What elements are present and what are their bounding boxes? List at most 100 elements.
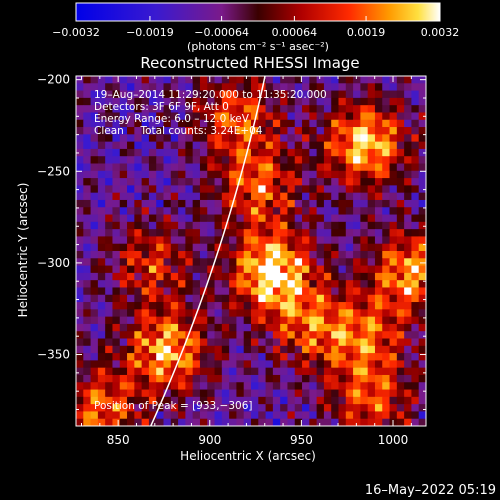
- heatmap-cell: [199, 170, 208, 179]
- heatmap-cell: [360, 374, 369, 383]
- heatmap-cell: [272, 214, 281, 223]
- heatmap-cell: [374, 360, 383, 369]
- heatmap-cell: [411, 134, 420, 143]
- heatmap-cell: [382, 119, 390, 128]
- heatmap-cell: [345, 127, 354, 135]
- heatmap-cell: [156, 374, 164, 383]
- heatmap-cell: [207, 294, 215, 303]
- heatmap-cell: [192, 119, 201, 128]
- heatmap-cell: [323, 90, 332, 99]
- heatmap-cell: [185, 418, 194, 426]
- heatmap-cell: [76, 345, 84, 354]
- heatmap-cell: [382, 323, 390, 332]
- heatmap-cell: [90, 404, 99, 412]
- heatmap-cell: [112, 302, 121, 310]
- heatmap-cell: [367, 309, 376, 318]
- heatmap-cell: [345, 243, 354, 252]
- heatmap-cell: [251, 280, 259, 288]
- heatmap-cell: [360, 134, 369, 143]
- heatmap-cell: [309, 214, 318, 223]
- heatmap-cell: [280, 192, 288, 201]
- heatmap-cell: [214, 309, 223, 318]
- heatmap-cell: [119, 411, 128, 420]
- heatmap-cell: [185, 127, 194, 135]
- heatmap-cell: [97, 294, 106, 303]
- heatmap-cell: [192, 272, 201, 281]
- heatmap-cell: [323, 272, 332, 281]
- heatmap-cell: [243, 323, 252, 332]
- heatmap-cell: [331, 265, 339, 274]
- heatmap-cell: [178, 119, 186, 128]
- heatmap-cell: [331, 360, 339, 369]
- heatmap-cell: [418, 360, 426, 369]
- heatmap-cell: [236, 76, 245, 84]
- heatmap-cell: [90, 309, 99, 318]
- heatmap-cell: [345, 360, 354, 369]
- heatmap-cell: [272, 418, 281, 426]
- heatmap-cell: [134, 345, 143, 354]
- heatmap-cell: [251, 265, 259, 274]
- heatmap-cell: [418, 353, 426, 361]
- heatmap-cell: [331, 76, 339, 84]
- heatmap-cell: [134, 302, 143, 310]
- heatmap-cell: [141, 302, 150, 310]
- heatmap-cell: [90, 265, 99, 274]
- y-tick-label: −200: [37, 73, 70, 87]
- heatmap-cell: [199, 185, 208, 194]
- heatmap-cell: [178, 272, 186, 281]
- heatmap-cell: [367, 90, 376, 99]
- heatmap-cell: [163, 156, 172, 164]
- heatmap-cell: [323, 112, 332, 121]
- heatmap-cell: [411, 163, 420, 172]
- heatmap-cell: [265, 148, 274, 157]
- heatmap-cell: [338, 221, 347, 230]
- heatmap-cell: [404, 382, 412, 390]
- heatmap-cell: [294, 338, 303, 347]
- heatmap-cell: [148, 119, 157, 128]
- heatmap-cell: [251, 76, 259, 84]
- heatmap-cell: [119, 127, 128, 135]
- heatmap-cell: [345, 396, 354, 405]
- heatmap-cell: [294, 112, 303, 121]
- heatmap-cell: [148, 105, 157, 113]
- heatmap-cell: [338, 309, 347, 318]
- heatmap-cell: [396, 148, 405, 157]
- heatmap-cell: [185, 389, 194, 398]
- heatmap-cell: [83, 331, 91, 339]
- heatmap-cell: [199, 97, 208, 106]
- heatmap-cell: [97, 134, 106, 143]
- heatmap-cell: [236, 258, 245, 266]
- heatmap-cell: [127, 345, 135, 354]
- heatmap-cell: [309, 90, 318, 99]
- heatmap-cell: [418, 119, 426, 128]
- heatmap-cell: [316, 396, 325, 405]
- heatmap-cell: [345, 178, 354, 186]
- heatmap-cell: [105, 148, 113, 157]
- heatmap-cell: [170, 418, 179, 426]
- heatmap-cell: [148, 374, 157, 383]
- heatmap-cell: [302, 105, 310, 113]
- heatmap-cell: [156, 221, 164, 230]
- heatmap-cell: [251, 90, 259, 99]
- heatmap-cell: [112, 221, 121, 230]
- heatmap-cell: [411, 280, 420, 288]
- heatmap-cell: [302, 170, 310, 179]
- heatmap-cell: [134, 141, 143, 150]
- heatmap-cell: [353, 76, 361, 84]
- heatmap-cell: [367, 353, 376, 361]
- heatmap-cell: [396, 134, 405, 143]
- heatmap-cell: [404, 258, 412, 266]
- heatmap-cell: [360, 353, 369, 361]
- heatmap-cell: [112, 294, 121, 303]
- plot-frame: [75, 75, 427, 427]
- heatmap-cell: [207, 170, 215, 179]
- heatmap-cell: [148, 90, 157, 99]
- heatmap-cell: [229, 178, 237, 186]
- heatmap-cell: [243, 76, 252, 84]
- heatmap-cell: [221, 265, 230, 274]
- heatmap-cell: [389, 156, 398, 164]
- heatmap-cell: [287, 404, 296, 412]
- heatmap-cell: [389, 178, 398, 186]
- heatmap-cell: [243, 221, 252, 230]
- heatmap-cell: [214, 90, 223, 99]
